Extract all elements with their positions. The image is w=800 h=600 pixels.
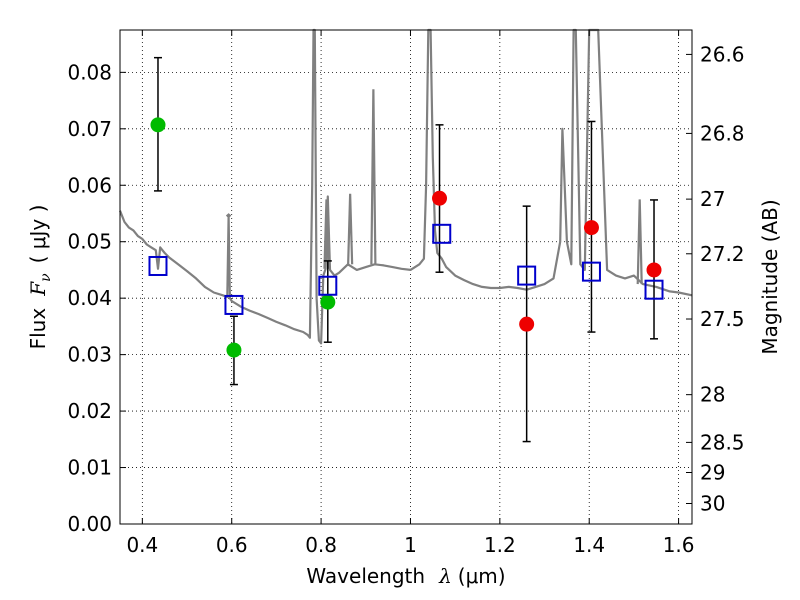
- model-flux-square: [581, 261, 601, 282]
- x-tick-label: 1.6: [663, 533, 695, 557]
- y2-tick-label: 26.6: [700, 42, 745, 66]
- y-tick-label: 0.00: [67, 512, 112, 536]
- x-tick-label: 1: [404, 533, 417, 557]
- red-data-point: [583, 220, 599, 236]
- y-tick-label: 0.05: [67, 230, 112, 254]
- y-tick-label: 0.01: [67, 456, 112, 480]
- y2-tick-label: 28.5: [700, 430, 745, 454]
- spectrum-layer: [118, 28, 693, 345]
- y-axis-title: Flux Fν ( μJy ): [26, 205, 54, 350]
- model-flux-square: [148, 255, 168, 276]
- green-data-point: [320, 294, 336, 310]
- y2-tick-label: 27.2: [700, 242, 745, 266]
- y-axis-symbol: F: [26, 281, 50, 297]
- emission-line: [323, 199, 330, 269]
- red-data-point: [646, 262, 662, 278]
- y2-tick-label: 26.8: [700, 121, 745, 145]
- y-axis-label: Flux: [26, 308, 50, 350]
- emission-line: [225, 213, 232, 218]
- x-tick-label: 0.8: [305, 533, 337, 557]
- y2-tick-label: 29: [700, 461, 725, 485]
- y-tick-label: 0.08: [67, 60, 112, 84]
- y-tick-label: 0.04: [67, 286, 112, 310]
- green-data-point: [226, 342, 242, 358]
- y-axis-subscript: ν: [38, 273, 54, 282]
- spectrum-line: [118, 28, 693, 345]
- emission-line: [370, 89, 377, 265]
- model-flux-square: [318, 275, 338, 296]
- y2-tick-label: 27.5: [700, 307, 745, 331]
- x-axis-symbol: λ: [438, 564, 452, 588]
- model-flux-square: [224, 294, 244, 315]
- y2-tick-label: 28: [700, 383, 725, 407]
- grid-lines: [120, 30, 692, 525]
- plot-frame: [119, 29, 693, 525]
- x-axis-unit: (μm): [458, 564, 506, 588]
- y2-tick-label: 30: [700, 492, 725, 516]
- y-tick-label: 0.07: [67, 117, 112, 141]
- model-flux-square: [432, 223, 452, 244]
- red-data-point: [519, 316, 535, 332]
- green-data-point: [150, 117, 166, 133]
- model-flux-square: [644, 279, 664, 300]
- y2-tick-label: 27: [700, 187, 725, 211]
- x-axis-title: Wavelength λ (μm): [306, 564, 505, 588]
- y-tick-label: 0.06: [67, 173, 112, 197]
- emission-line: [347, 193, 354, 265]
- y-tick-label: 0.02: [67, 399, 112, 423]
- x-tick-label: 0.4: [126, 533, 158, 557]
- y-tick-label: 0.03: [67, 343, 112, 367]
- y-axis-unit: ( μJy ): [26, 205, 50, 264]
- model-flux-square: [517, 265, 537, 286]
- y2-axis-title: Magnitude (AB): [758, 199, 782, 354]
- x-tick-label: 1.4: [573, 533, 605, 557]
- x-tick-label: 1.2: [484, 533, 516, 557]
- marker-layer: [148, 117, 664, 358]
- x-tick-label: 0.6: [216, 533, 248, 557]
- red-data-point: [432, 190, 448, 206]
- x-axis-label: Wavelength: [306, 564, 425, 588]
- emission-line: [636, 199, 643, 285]
- tick-marks: [120, 30, 692, 525]
